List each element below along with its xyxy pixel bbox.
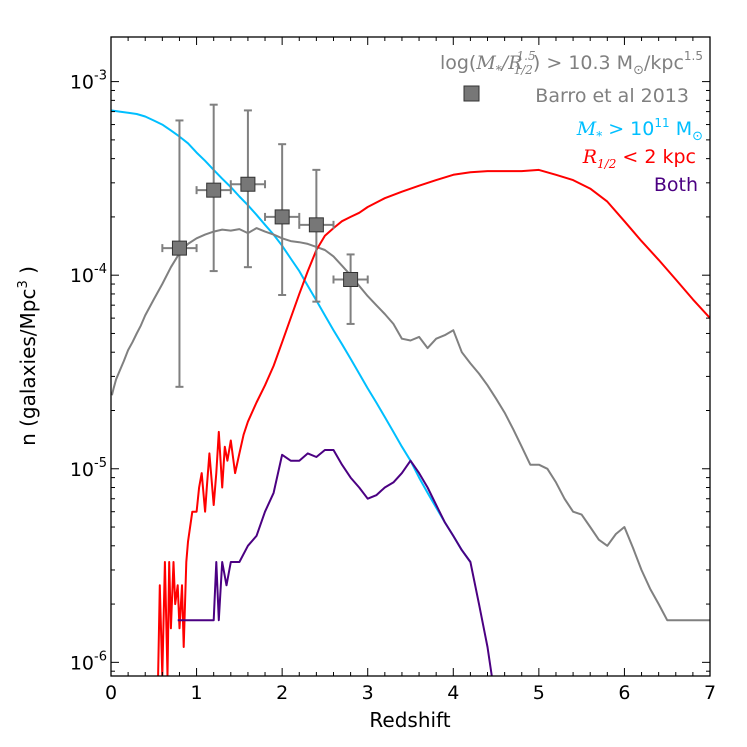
series-layer bbox=[111, 109, 710, 676]
y-tick-label-exponent: -5 bbox=[94, 456, 107, 471]
x-tick-label: 4 bbox=[447, 682, 459, 704]
x-tick-label: 3 bbox=[362, 682, 374, 704]
barro-data-point bbox=[343, 271, 359, 287]
legend-mass: M* > 1011 M⊙ bbox=[576, 116, 703, 144]
x-tick-label: 7 bbox=[704, 682, 716, 704]
errorbar-layer bbox=[161, 103, 369, 388]
ticks-layer: 0 1 2 3 4 5 6 710-310-410-510-6 bbox=[70, 37, 716, 704]
legend-barro: Barro et al 2013 bbox=[535, 85, 689, 107]
y-tick-label: 10-3 bbox=[70, 69, 107, 94]
y-tick-label: 10-5 bbox=[70, 456, 107, 481]
y-tick-label-base: 10 bbox=[70, 72, 94, 94]
series-line-compact-density bbox=[111, 227, 710, 622]
x-tick-label: 2 bbox=[276, 682, 288, 704]
legend-both: Both bbox=[654, 174, 698, 196]
y-axis-label-end: ) bbox=[16, 266, 40, 280]
y-tick-label-exponent: -4 bbox=[94, 262, 107, 277]
legend-barro-marker bbox=[463, 85, 480, 102]
x-tick-label: 1 bbox=[191, 682, 203, 704]
y-tick-label: 10-6 bbox=[70, 649, 107, 674]
plot-frame bbox=[110, 36, 711, 677]
series-line-size-2-kpc bbox=[157, 168, 710, 676]
y-tick-label-base: 10 bbox=[70, 652, 94, 674]
y-tick-label-base: 10 bbox=[70, 459, 94, 481]
x-axis-label: Redshift bbox=[369, 708, 450, 732]
legend-size: R1/2 < 2 kpc bbox=[582, 146, 696, 171]
barro-data-point bbox=[171, 240, 187, 256]
y-tick-label-exponent: -3 bbox=[94, 69, 107, 84]
barro-data-point bbox=[206, 182, 222, 198]
barro-data-point bbox=[240, 176, 256, 192]
y-tick-label: 10-4 bbox=[70, 262, 107, 287]
legend: log(M*/R1.5 1/2) > 10.3 M⊙/kpc1.5 Barro e… bbox=[440, 49, 703, 196]
legend-density: log(M*/R1.5 1/2) > 10.3 M⊙/kpc1.5 bbox=[440, 49, 703, 78]
barro-data-point bbox=[274, 209, 290, 225]
y-tick-label-base: 10 bbox=[70, 265, 94, 287]
barro-data-point bbox=[308, 217, 324, 233]
y-axis-label-sup: 3 bbox=[16, 280, 31, 288]
y-axis-label: n (galaxies/Mpc3 ) bbox=[16, 266, 40, 446]
series-line-both bbox=[177, 449, 493, 676]
y-axis-label-main: n (galaxies/Mpc bbox=[16, 289, 40, 446]
x-tick-label: 0 bbox=[105, 682, 117, 704]
y-tick-label-exponent: -6 bbox=[94, 649, 107, 664]
x-tick-label: 5 bbox=[533, 682, 545, 704]
x-tick-label: 6 bbox=[618, 682, 630, 704]
